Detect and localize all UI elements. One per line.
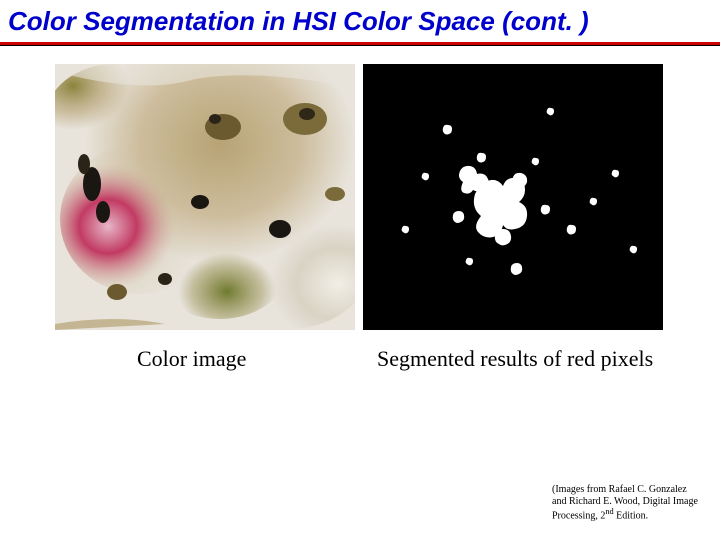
- title-underline-black: [0, 45, 720, 46]
- segmented-image-svg: [363, 64, 663, 330]
- figures-row: [55, 64, 665, 330]
- caption-right: Segmented results of red pixels: [377, 346, 653, 372]
- color-image: [55, 64, 355, 330]
- image-attribution: (Images from Rafael C. Gonzalez and Rich…: [552, 484, 702, 522]
- slide: Color Segmentation in HSI Color Space (c…: [0, 0, 720, 540]
- attribution-sup: nd: [605, 507, 613, 516]
- attribution-suffix: Edition.: [614, 511, 648, 522]
- segmented-image: [363, 64, 663, 330]
- caption-left: Color image: [137, 346, 246, 372]
- color-image-svg: [55, 64, 355, 330]
- slide-title: Color Segmentation in HSI Color Space (c…: [8, 6, 589, 37]
